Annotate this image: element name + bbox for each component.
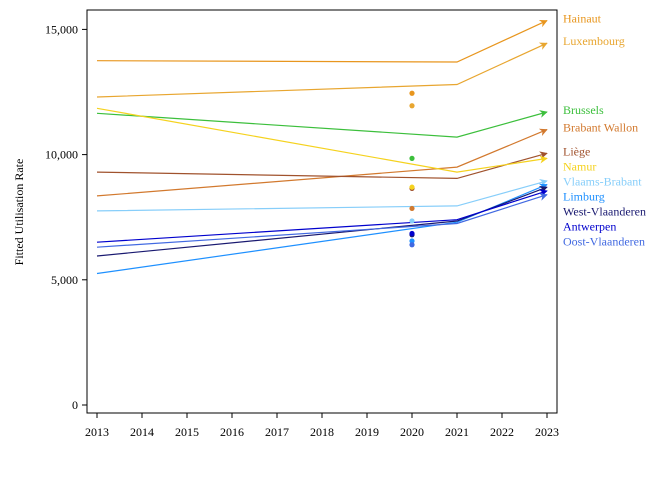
point-2020-brussels xyxy=(409,155,415,161)
series-label: Vlaams-Brabant xyxy=(563,174,642,188)
series-line-li-ge xyxy=(96,151,548,180)
x-tick-label: 2016 xyxy=(220,425,244,439)
series-label: Hainaut xyxy=(563,12,602,26)
point-2020-hainaut xyxy=(409,90,415,96)
point-2020-namur xyxy=(409,184,415,190)
point-2020-limburg xyxy=(409,238,415,244)
series-label: Oost-Vlaanderen xyxy=(563,234,645,248)
series-line-antwerpen xyxy=(96,189,548,243)
y-tick-label: 10,000 xyxy=(45,148,78,162)
x-tick-label: 2020 xyxy=(400,425,424,439)
points-2020 xyxy=(409,90,415,248)
x-tick-label: 2023 xyxy=(535,425,559,439)
point-2020-oost-vlaanderen xyxy=(409,242,415,248)
series-line-oost-vlaanderen xyxy=(96,193,548,248)
series-label: Namur xyxy=(563,159,596,173)
series-label: Brabant Wallon xyxy=(563,121,638,135)
y-axis: 0 5,000 10,000 15,000 xyxy=(45,22,87,412)
y-tick-label: 0 xyxy=(72,398,78,412)
series-line-namur xyxy=(96,107,548,173)
y-tick-label: 5,000 xyxy=(51,273,78,287)
x-tick-label: 2022 xyxy=(490,425,514,439)
series-label: Luxembourg xyxy=(563,34,625,48)
series-label: Limburg xyxy=(563,189,605,203)
point-2020-brabant-wallon xyxy=(409,205,415,212)
series-line-limburg xyxy=(96,183,548,275)
x-tick-label: 2018 xyxy=(310,425,334,439)
x-tick-label: 2021 xyxy=(445,425,469,439)
series-line-luxembourg xyxy=(96,42,548,98)
x-axis: 2013 2014 2015 2016 2017 2018 2019 2020 2021 2022… xyxy=(85,413,559,439)
x-tick-label: 2017 xyxy=(265,425,289,439)
series-line-brussels xyxy=(96,110,548,138)
series-line-vlaams-brabant xyxy=(96,178,548,212)
point-2020-luxembourg xyxy=(409,103,415,109)
series-label: Brussels xyxy=(563,103,604,117)
series-label: West-Vlaanderen xyxy=(563,204,646,218)
x-tick-label: 2019 xyxy=(355,425,379,439)
series-line-brabant-wallon xyxy=(96,128,548,197)
y-axis-label: Fitted Utilisation Rate xyxy=(12,159,26,266)
series-line-hainaut xyxy=(96,19,548,63)
series-label: Liège xyxy=(563,144,590,158)
series-label: Antwerpen xyxy=(563,219,616,233)
x-tick-label: 2015 xyxy=(175,425,199,439)
x-tick-label: 2013 xyxy=(85,425,109,439)
series-labels: Hainaut Luxembourg Brussels Brabant Wallon L… xyxy=(563,12,646,249)
y-tick-label: 15,000 xyxy=(45,22,78,36)
x-tick-label: 2014 xyxy=(130,425,154,439)
point-2020-antwerpen xyxy=(409,230,415,237)
series-line-west-vlaanderen xyxy=(96,185,548,257)
series-lines xyxy=(96,19,548,275)
point-2020-vlaams-brabant xyxy=(409,218,415,224)
